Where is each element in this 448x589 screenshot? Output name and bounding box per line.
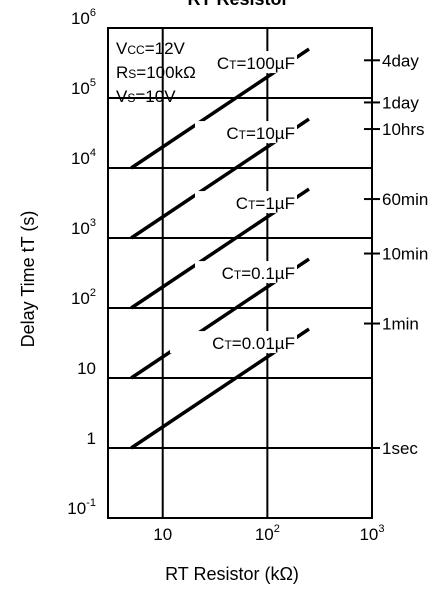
y-tick-label: 106 bbox=[71, 7, 96, 28]
y-tick-label: 105 bbox=[71, 77, 96, 98]
right-axis-label: 1sec bbox=[382, 439, 418, 458]
series-label-bg bbox=[169, 331, 297, 354]
y-tick-label: 103 bbox=[71, 217, 96, 238]
right-axis-label: 10min bbox=[382, 245, 428, 264]
chart-title: RT Resistor bbox=[187, 0, 288, 9]
right-axis-label: 10hrs bbox=[382, 120, 425, 139]
condition-label: VCC=12V bbox=[116, 39, 186, 58]
plot-frame bbox=[107, 27, 373, 519]
condition-label: RS=100kΩ bbox=[116, 63, 196, 82]
series-label: CT=100µF bbox=[217, 54, 295, 73]
right-axis-label: 1min bbox=[382, 315, 419, 334]
right-axis-label: 1day bbox=[382, 93, 419, 112]
y-axis-label: Delay Time tT (s) bbox=[18, 211, 38, 348]
x-tick-label: 103 bbox=[359, 523, 384, 544]
series-label-bg bbox=[194, 191, 297, 214]
series-label: CT=1µF bbox=[236, 194, 295, 213]
right-axis-label: 4day bbox=[382, 51, 419, 70]
series-label-bg bbox=[194, 121, 297, 144]
y-tick-label: 10-1 bbox=[67, 497, 96, 518]
series-label: CT=10µF bbox=[226, 124, 295, 143]
y-tick-label: 102 bbox=[71, 287, 96, 308]
y-tick-label: 1 bbox=[87, 429, 96, 448]
condition-label: VS=10V bbox=[116, 87, 176, 106]
series-label-bg bbox=[194, 51, 297, 74]
right-axis-labels: 4day 1day 10hrs 60min 10min 1min 1sec bbox=[382, 51, 428, 458]
series-label: CT=0.01µF bbox=[212, 334, 295, 353]
series-labels: CT=100µF CT=10µF CT=1µF CT=0.1µF CT=0.01µF bbox=[169, 51, 297, 354]
x-tick-label: 10 bbox=[153, 525, 172, 544]
series-lines bbox=[130, 47, 310, 450]
x-axis-label: RT Resistor (kΩ) bbox=[165, 564, 299, 584]
test-conditions: VCC=12V RS=100kΩ VS=10V bbox=[116, 39, 196, 106]
right-axis-label: 60min bbox=[382, 190, 428, 209]
series-label-bg bbox=[194, 261, 297, 284]
x-tick-label: 102 bbox=[255, 523, 280, 544]
y-tick-label: 10 bbox=[77, 359, 96, 378]
series-label: CT=0.1µF bbox=[222, 264, 295, 283]
x-axis-ticks: 10 102 103 bbox=[153, 523, 384, 544]
y-tick-label: 104 bbox=[71, 147, 96, 168]
